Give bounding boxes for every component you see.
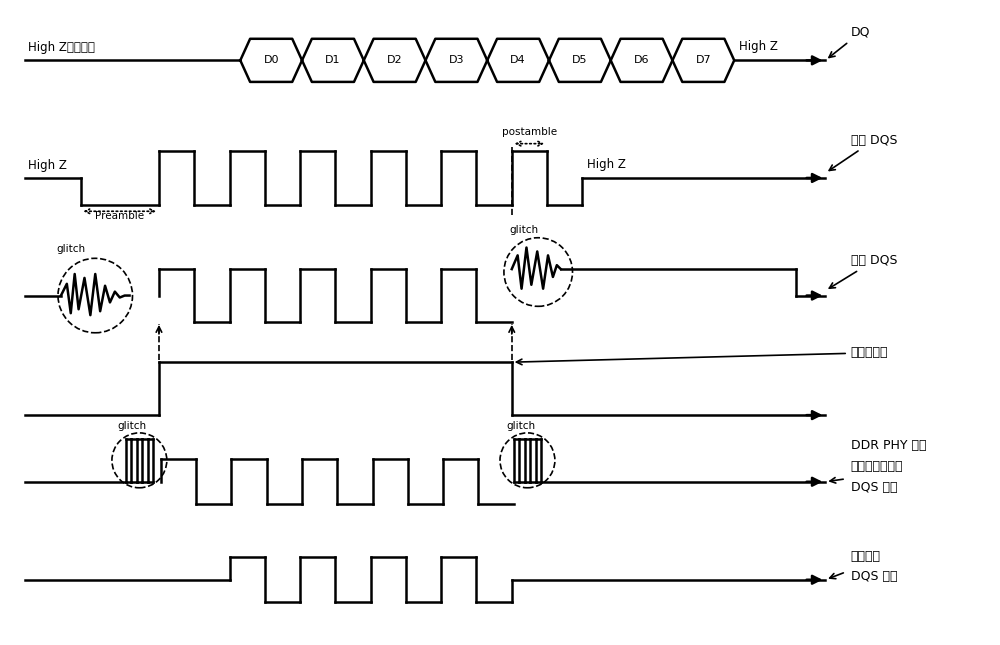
Text: postamble: postamble — [502, 127, 557, 137]
Text: D1: D1 — [325, 55, 341, 65]
Text: glitch: glitch — [56, 244, 85, 254]
Text: glitch: glitch — [506, 421, 535, 431]
Text: 接收器输出的读: 接收器输出的读 — [851, 460, 903, 473]
Text: DDR PHY 前端: DDR PHY 前端 — [851, 439, 926, 452]
Text: High Z: High Z — [587, 158, 626, 171]
Text: D5: D5 — [572, 55, 588, 65]
Text: 干净的读: 干净的读 — [851, 550, 881, 563]
Text: High Z（高阻）: High Z（高阻） — [28, 41, 95, 54]
Text: D6: D6 — [634, 55, 649, 65]
Text: Preamble: Preamble — [95, 211, 144, 221]
Text: glitch: glitch — [118, 421, 147, 431]
Text: DQS 信号: DQS 信号 — [851, 570, 897, 582]
Text: High Z: High Z — [739, 41, 778, 54]
Text: D2: D2 — [387, 55, 402, 65]
Text: glitch: glitch — [509, 225, 538, 235]
Text: D4: D4 — [510, 55, 526, 65]
Text: D0: D0 — [263, 55, 279, 65]
Text: DQS 信号: DQS 信号 — [851, 481, 897, 493]
Text: High Z: High Z — [28, 159, 67, 172]
Text: D3: D3 — [449, 55, 464, 65]
Text: 真实 DQS: 真实 DQS — [829, 254, 897, 288]
Text: DQ: DQ — [829, 26, 870, 57]
Text: 理想 DQS: 理想 DQS — [829, 134, 897, 170]
Text: D7: D7 — [696, 55, 711, 65]
Text: 门选通窗口: 门选通窗口 — [516, 346, 888, 364]
